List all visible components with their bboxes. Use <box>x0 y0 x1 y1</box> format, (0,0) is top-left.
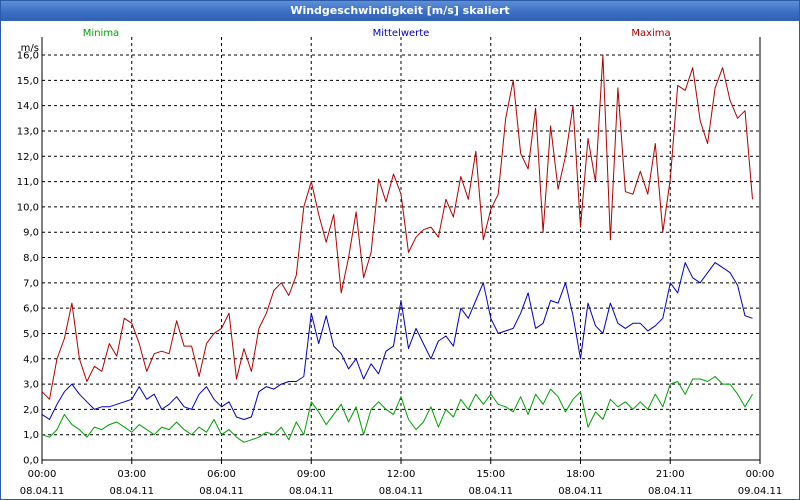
x-tick-date: 08.04.11 <box>558 486 603 497</box>
x-tick-date: 09.04.11 <box>738 486 783 497</box>
y-tick-label: 12,0 <box>17 152 39 163</box>
y-tick-label: 10,0 <box>17 202 39 213</box>
axes: 0,0 1,0 2,0 3,0 4,0 5,0 6,0 7,0 8,0 9,0 10,0 11,0 12… <box>17 37 783 497</box>
x-tick-time: 15:00 <box>476 469 505 480</box>
y-tick-label: 14,0 <box>17 101 39 112</box>
line-chart: 0,0 1,0 2,0 3,0 4,0 5,0 6,0 7,0 8,0 9,0 10,0 11,0 12… <box>17 28 783 497</box>
y-tick-label: 1,0 <box>23 430 39 441</box>
grid <box>42 37 760 460</box>
x-tick-time: 00:00 <box>746 469 775 480</box>
series-line-mittelwerte <box>41 262 753 420</box>
x-tick-time: 21:00 <box>656 469 685 480</box>
y-tick-label: 0,0 <box>23 456 39 467</box>
x-tick-time: 06:00 <box>207 469 236 480</box>
legend-item-maxima: Maxima <box>631 28 670 39</box>
x-tick-date: 08.04.11 <box>379 486 424 497</box>
series-line-maxima <box>41 54 753 400</box>
x-tick-date: 08.04.11 <box>199 486 244 497</box>
y-tick-label: 15,0 <box>17 76 39 87</box>
chart-title: Windgeschwindigkeit [m/s] skaliert <box>1 1 799 21</box>
y-tick-label: 16,0 <box>17 51 39 62</box>
series-line-minima <box>41 376 753 443</box>
legend: Minima Mittelwerte Maxima <box>83 28 671 39</box>
x-tick-time: 03:00 <box>117 469 146 480</box>
y-tick-label: 5,0 <box>23 329 39 340</box>
x-tick-time: 00:00 <box>28 469 57 480</box>
x-tick-date: 08.04.11 <box>289 486 334 497</box>
legend-item-minima: Minima <box>83 28 119 39</box>
y-tick-label: 7,0 <box>23 278 39 289</box>
x-tick-time: 12:00 <box>387 469 416 480</box>
x-tick-date: 08.04.11 <box>20 486 65 497</box>
y-tick-label: 3,0 <box>23 380 39 391</box>
series-lines <box>41 54 753 443</box>
x-tick-date: 08.04.11 <box>468 486 513 497</box>
x-tick-date: 08.04.11 <box>109 486 154 497</box>
x-tick-time: 18:00 <box>566 469 595 480</box>
y-tick-label: 8,0 <box>23 253 39 264</box>
y-tick-label: 11,0 <box>17 177 39 188</box>
y-tick-label: 2,0 <box>23 405 39 416</box>
x-tick-date: 08.04.11 <box>648 486 693 497</box>
y-axis-label: m/s <box>21 43 39 54</box>
y-tick-label: 9,0 <box>23 228 39 239</box>
y-tick-label: 6,0 <box>23 304 39 315</box>
legend-item-mittelwerte: Mittelwerte <box>373 28 430 39</box>
x-tick-time: 09:00 <box>297 469 326 480</box>
y-tick-label: 13,0 <box>17 126 39 137</box>
y-tick-label: 4,0 <box>23 354 39 365</box>
